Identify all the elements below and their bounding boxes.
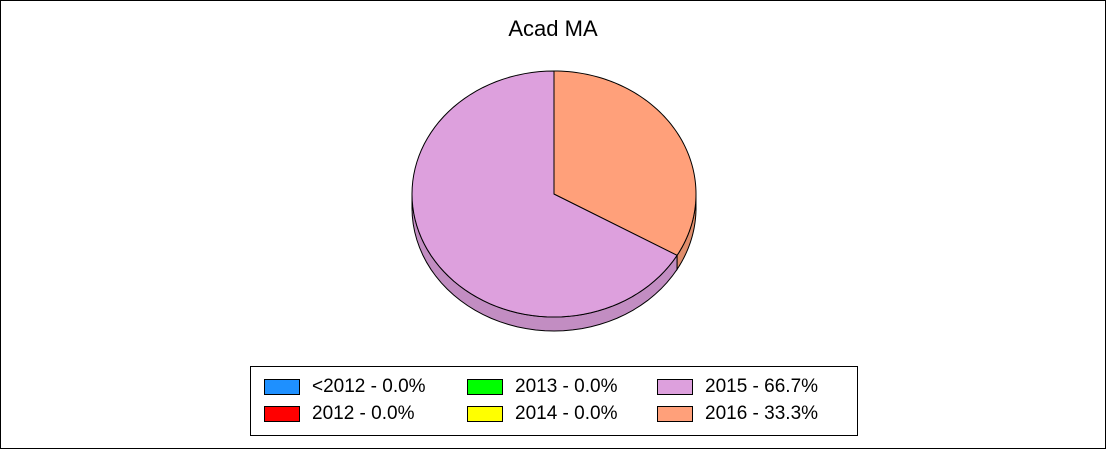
legend-item: 2013 - 0.0% (467, 376, 617, 398)
legend-swatch (657, 379, 693, 395)
legend-label: 2013 - 0.0% (515, 376, 618, 397)
legend-swatch (657, 406, 693, 422)
legend-item: 2016 - 33.3% (657, 403, 818, 425)
legend-label: 2012 - 0.0% (312, 403, 415, 424)
pie-slice-2015 (411, 70, 678, 318)
legend-item: 2012 - 0.0% (264, 403, 414, 425)
legend-label: 2014 - 0.0% (515, 403, 618, 424)
legend-label: 2016 - 33.3% (705, 403, 819, 424)
legend: <2012 - 0.0% 2012 - 0.0% 2013 - 0.0% 201… (250, 366, 858, 436)
chart-title: Acad MA (508, 16, 598, 41)
legend-swatch (264, 379, 300, 395)
legend-label: <2012 - 0.0% (312, 376, 426, 397)
pie-slice-2016 (553, 70, 697, 256)
legend-swatch (264, 406, 300, 422)
legend-item: 2014 - 0.0% (467, 403, 617, 425)
legend-item: <2012 - 0.0% (264, 376, 426, 398)
legend-swatch (467, 406, 503, 422)
legend-swatch (467, 379, 503, 395)
legend-label: 2015 - 66.7% (705, 376, 819, 397)
legend-item: 2015 - 66.7% (657, 376, 818, 398)
